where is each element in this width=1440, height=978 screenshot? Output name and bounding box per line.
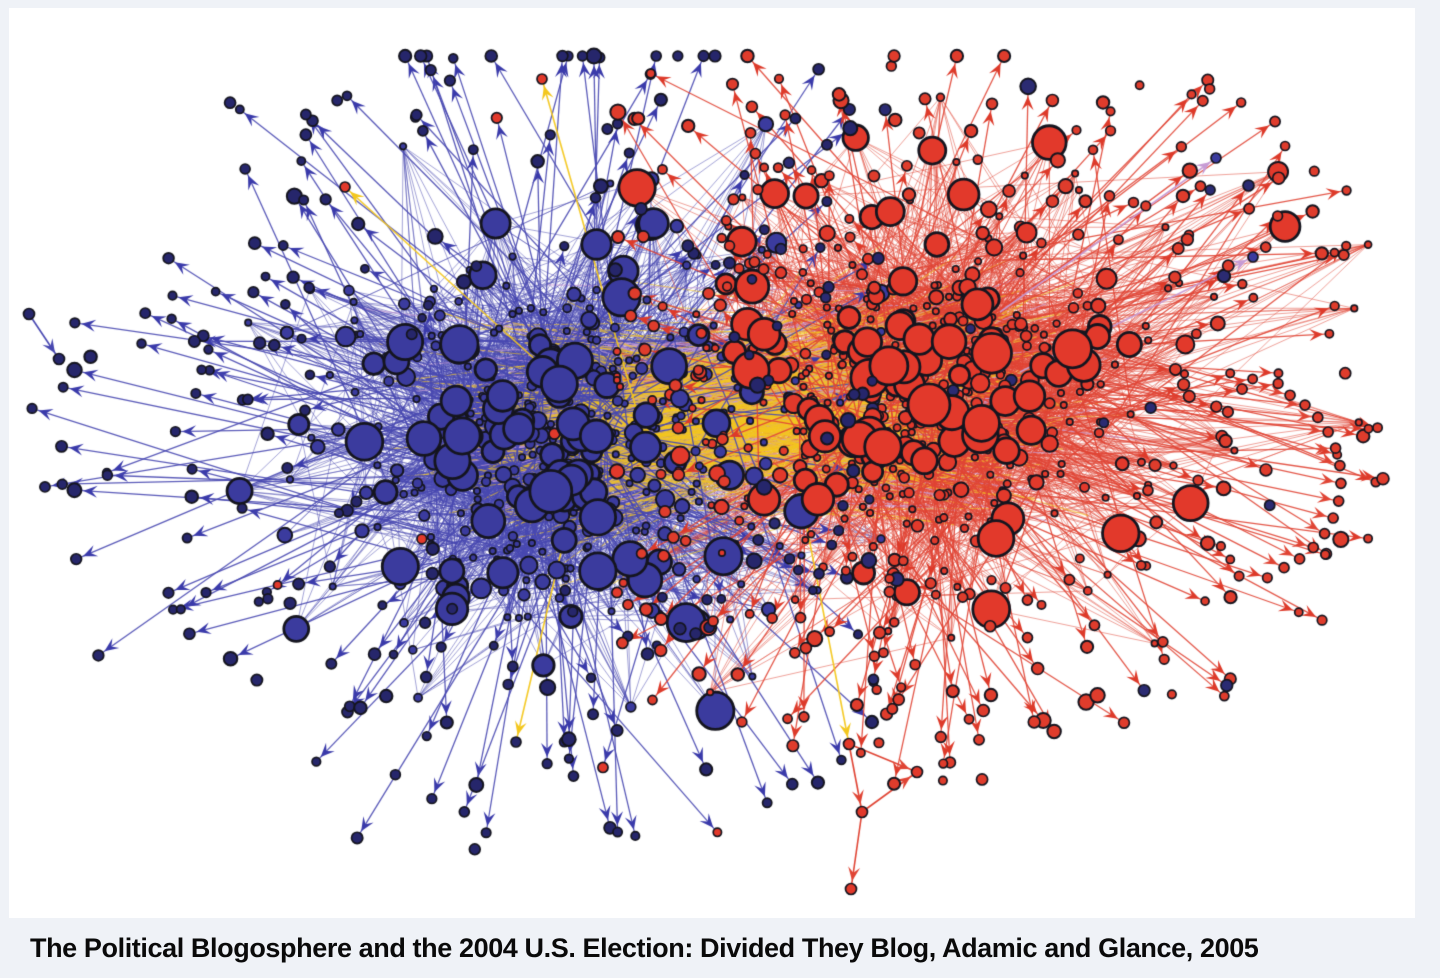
figure-panel [9,8,1415,918]
figure-caption: The Political Blogosphere and the 2004 U… [30,932,1259,963]
network-graph-canvas [9,8,1415,918]
